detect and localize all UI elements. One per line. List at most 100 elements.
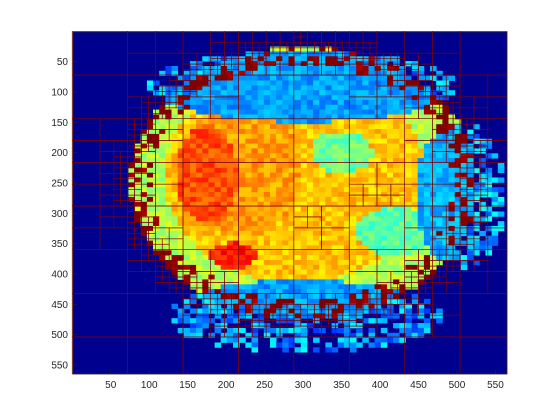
heatmap-cell: [202, 318, 209, 324]
heatmap-cell: [220, 332, 228, 339]
heatmap-cell: [282, 221, 289, 227]
heatmap-cell: [226, 95, 234, 101]
heatmap-cell: [387, 250, 394, 256]
heatmap-cell: [374, 95, 382, 101]
heatmap-cell: [350, 172, 357, 178]
heatmap-cell: [220, 216, 228, 222]
heatmap-cell: [196, 124, 203, 130]
heatmap-cell: [226, 61, 234, 67]
heatmap-cell: [399, 192, 406, 198]
heatmap-cell: [405, 85, 412, 91]
heatmap-cell: [319, 90, 326, 96]
heatmap-cell: [226, 90, 234, 96]
heatmap-cell: [190, 264, 197, 271]
heatmap-cell: [270, 61, 277, 67]
heatmap-cell: [368, 182, 376, 188]
heatmap-cell: [325, 138, 332, 144]
heatmap-cell: [300, 172, 308, 178]
heatmap-cell: [282, 153, 289, 159]
heatmap-cell: [171, 245, 179, 251]
heatmap-cell: [202, 133, 209, 140]
heatmap-cell: [368, 221, 376, 227]
heatmap-cell: [208, 95, 215, 101]
heatmap-cell: [393, 230, 400, 237]
heatmap-cell: [356, 327, 363, 334]
heatmap-cell: [485, 240, 493, 246]
heatmap-cell: [399, 85, 406, 91]
heatmap-cell: [239, 124, 246, 130]
heatmap-cell: [362, 182, 369, 188]
heatmap-cell: [467, 158, 474, 164]
heatmap-cell: [245, 90, 252, 96]
heatmap-cell: [448, 75, 456, 81]
heatmap-cell: [300, 245, 308, 251]
heatmap-cell: [233, 279, 240, 285]
heatmap-cell: [491, 192, 499, 198]
heatmap-cell: [257, 240, 265, 246]
heatmap-cell: [380, 129, 388, 135]
heatmap-cell: [190, 187, 197, 193]
heatmap-cell: [411, 187, 419, 193]
heatmap-cell: [417, 119, 425, 125]
heatmap-cell: [239, 80, 246, 86]
heatmap-cell: [356, 332, 363, 339]
heatmap-cell: [196, 274, 203, 280]
heatmap-cell: [343, 99, 351, 106]
heatmap-cell: [423, 124, 431, 130]
heatmap-cell: [270, 172, 277, 178]
heatmap-cell: [245, 143, 252, 149]
heatmap-cell: [430, 129, 437, 135]
heatmap-cell: [171, 85, 179, 91]
heatmap-cell: [239, 337, 246, 343]
heatmap-cell: [350, 85, 357, 91]
heatmap-cell: [374, 284, 382, 290]
heatmap-cell: [270, 148, 277, 154]
heatmap-cell: [485, 138, 493, 144]
heatmap-cell: [220, 133, 228, 140]
heatmap-cell: [159, 187, 166, 193]
heatmap-cell: [165, 235, 172, 241]
heatmap-cell: [362, 337, 369, 343]
heatmap-cell: [294, 163, 302, 169]
heatmap-cell: [479, 240, 486, 246]
heatmap-cell: [196, 245, 203, 251]
heatmap-cell: [423, 182, 431, 188]
heatmap-cell: [393, 90, 400, 96]
heatmap-cell: [202, 221, 209, 227]
heatmap-cell: [183, 269, 191, 275]
heatmap-cell: [306, 196, 314, 203]
heatmap-cell: [245, 226, 252, 232]
heatmap-cell: [448, 187, 456, 193]
heatmap-cell: [331, 269, 339, 275]
heatmap-cell: [399, 75, 406, 81]
heatmap-cell: [448, 255, 456, 261]
heatmap-cell: [331, 226, 339, 232]
heatmap-cell: [387, 294, 394, 300]
heatmap-cell: [294, 177, 302, 183]
heatmap-cell: [270, 56, 277, 62]
heatmap-cell: [485, 235, 493, 241]
heatmap-cell: [436, 167, 443, 174]
heatmap-cell: [343, 230, 351, 237]
heatmap-cell: [282, 148, 289, 154]
heatmap-cell: [183, 114, 191, 120]
heatmap-cell: [282, 114, 289, 120]
heatmap-cell: [300, 95, 308, 101]
heatmap-cell: [220, 323, 228, 329]
heatmap-cell: [337, 143, 345, 149]
heatmap-cell: [479, 216, 486, 222]
heatmap-cell: [263, 235, 271, 241]
heatmap-cell: [362, 264, 369, 271]
heatmap-cell: [442, 75, 449, 81]
heatmap-cell: [263, 109, 271, 115]
heatmap-cell: [288, 75, 296, 81]
heatmap-cell: [337, 327, 345, 334]
heatmap-cell: [257, 303, 265, 309]
heatmap-cell: [399, 298, 406, 305]
heatmap-cell: [270, 255, 277, 261]
heatmap-cell: [276, 308, 283, 314]
heatmap-cell: [399, 119, 406, 125]
heatmap-cell: [356, 182, 363, 188]
heatmap-cell: [405, 124, 412, 130]
heatmap-cell: [380, 104, 388, 111]
